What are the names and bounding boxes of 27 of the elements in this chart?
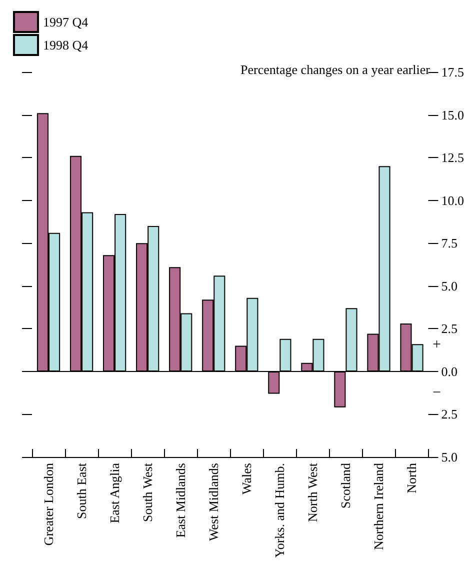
y-tick-label: 5.0 bbox=[441, 278, 458, 294]
y-tick-label: 17.5 bbox=[441, 64, 464, 80]
x-tick-label: Northern Ireland bbox=[371, 462, 386, 550]
y-tick-label: 2.5 bbox=[441, 406, 458, 422]
y-tick-label: 2.5 bbox=[441, 321, 458, 336]
x-tick-label: South West bbox=[140, 462, 156, 522]
legend-label: 1997 Q4 bbox=[43, 14, 89, 30]
y-tick-label: 7.5 bbox=[441, 236, 458, 251]
x-tick-label: Wales bbox=[239, 463, 254, 494]
text: + bbox=[432, 336, 442, 353]
x-tick-label: East Anglia bbox=[107, 462, 122, 524]
legend-label: 1998 Q4 bbox=[43, 38, 89, 52]
chart-subtitle: Percentage changes on a year earlier bbox=[240, 62, 431, 77]
x-tick-label: East Midlands bbox=[173, 463, 188, 538]
y-tick-label: 12.5 bbox=[441, 150, 464, 166]
x-tick-label: North West bbox=[305, 462, 320, 522]
y-tick-label: 15.0 bbox=[441, 107, 464, 122]
y-tick-label: 0.0 bbox=[441, 364, 458, 379]
x-tick-label: North bbox=[404, 462, 420, 494]
x-tick-label: Scotland bbox=[338, 462, 354, 508]
x-tick-label: Yorks. and Humb. bbox=[272, 463, 288, 558]
x-tick-label: South East bbox=[74, 462, 90, 519]
x-tick-label: West Midlands bbox=[206, 463, 222, 542]
y-tick-label: 5.0 bbox=[441, 450, 458, 464]
y-tick-label: 10.0 bbox=[441, 192, 464, 208]
x-tick-label: Greater London bbox=[41, 462, 56, 546]
text: − bbox=[432, 384, 442, 401]
